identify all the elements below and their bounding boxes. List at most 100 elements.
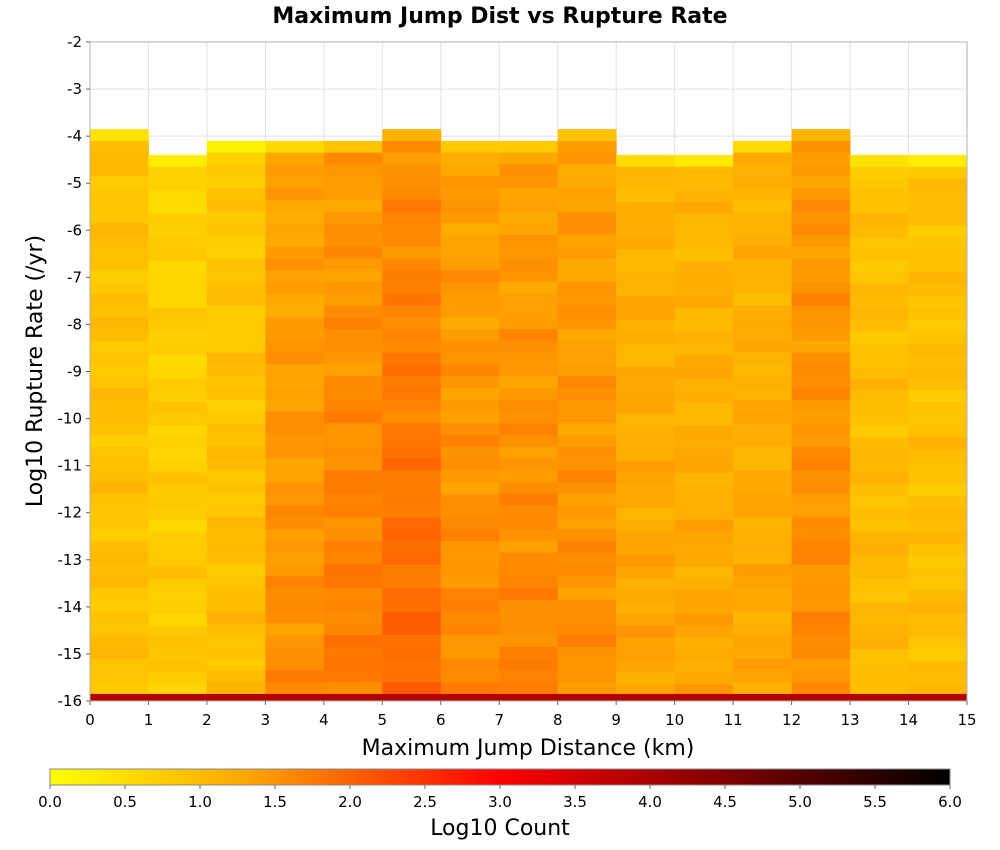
heatmap-bottom-row [90,693,967,701]
heatmap-cell [382,564,442,577]
heatmap-cell [791,658,851,671]
heatmap-cell [908,284,968,297]
x-tick-label: 13 [841,711,860,729]
heatmap-cell [323,176,383,189]
heatmap-cell [733,246,792,259]
heatmap-cell [850,613,909,627]
heatmap-cell [382,376,442,389]
heatmap-cell [616,260,676,274]
heatmap-cell [557,187,617,201]
heatmap-cell [148,425,208,438]
heatmap-cell [733,517,792,530]
heatmap-cell [850,249,909,262]
heatmap-cell [382,599,442,612]
heatmap-cell [148,178,208,191]
heatmap-cell [908,437,968,450]
heatmap-cell [323,340,383,354]
heatmap-cell [557,223,617,236]
heatmap-cell [850,307,909,321]
heatmap-cell [148,202,208,215]
heatmap-cell [323,152,383,165]
heatmap-cell [90,293,149,306]
heatmap-cell [499,399,559,412]
heatmap-cell [265,176,325,189]
heatmap-cell [148,613,208,627]
heatmap-cell [90,399,149,412]
heatmap-cell [733,682,792,695]
heatmap-cell [499,282,559,295]
heatmap-cell [674,508,734,521]
heatmap-cell [90,646,149,660]
heatmap-cell [850,460,909,474]
heatmap-cell [733,540,792,554]
heatmap-cell [206,211,266,224]
heatmap-cell [733,364,792,377]
heatmap-cell [90,305,149,318]
heatmap-cell [733,599,792,612]
heatmap-cell [265,140,325,154]
heatmap-cell [674,566,734,580]
heatmap-cell [557,376,617,389]
heatmap-cell [323,293,383,306]
heatmap-cell [148,378,208,391]
heatmap-cell [148,166,208,179]
x-tick-label: 10 [665,711,684,729]
heatmap-cell [148,566,208,580]
heatmap-cell [908,319,968,332]
heatmap-cell [382,435,442,448]
heatmap-cell [148,437,208,450]
heatmap-cell [674,202,734,215]
heatmap-cell [791,540,851,554]
heatmap-cell [382,423,442,436]
heatmap-cell [148,460,208,474]
heatmap-cell [90,623,149,636]
heatmap-cell [791,423,851,436]
heatmap-cell [791,529,851,542]
heatmap-cell [148,307,208,321]
heatmap-cell [616,684,676,695]
heatmap-cell [323,211,383,224]
heatmap-cell [265,329,325,342]
heatmap-cell [557,164,617,177]
heatmap-cell [206,223,266,236]
heatmap-cell [148,519,208,532]
heatmap-cell [850,508,909,521]
heatmap-cell [148,249,208,262]
heatmap-cell [557,670,617,683]
heatmap-cell [674,531,734,544]
heatmap-cell [499,458,559,471]
heatmap-cell [733,458,792,471]
heatmap-cell [323,658,383,671]
heatmap-cell [440,658,500,671]
heatmap-cell [791,646,851,660]
x-tick-label: 4 [319,711,329,729]
heatmap-cell [499,164,559,177]
heatmap-cell [323,576,383,589]
heatmap-cell [850,449,909,462]
heatmap-cell [733,635,792,648]
heatmap-cell [90,564,149,577]
heatmap-cell [674,449,734,462]
heatmap-cell [616,437,676,450]
heatmap-cell [90,411,149,424]
heatmap-cell [90,470,149,483]
heatmap-cell [908,496,968,509]
heatmap-cell [733,317,792,330]
heatmap-cell [382,187,442,201]
heatmap-cell [206,482,266,495]
heatmap-cell [733,470,792,483]
heatmap-cell [733,176,792,189]
heatmap-cell [557,646,617,660]
heatmap-cell [499,387,559,401]
heatmap-cell [557,658,617,671]
heatmap-cell [382,352,442,365]
heatmap-cell [206,470,266,483]
heatmap-cell [206,588,266,601]
heatmap-cell [733,223,792,236]
heatmap-cell [206,517,266,530]
heatmap-cell [440,611,500,624]
heatmap-cell [791,376,851,389]
heatmap-cell [557,482,617,495]
heatmap-cell [557,234,617,248]
heatmap-cell [323,529,383,542]
